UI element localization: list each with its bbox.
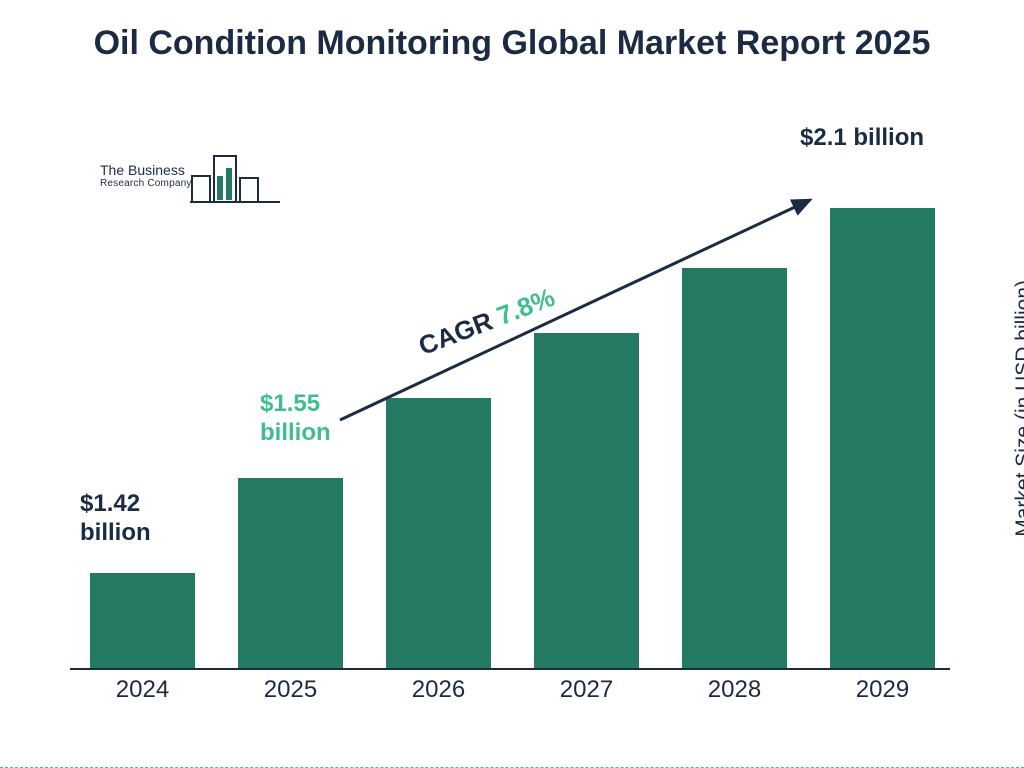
trend-arrow-line — [340, 200, 810, 420]
chart-container: Oil Condition Monitoring Global Market R… — [0, 0, 1024, 768]
trend-arrow-icon — [0, 0, 1024, 768]
y-axis-label: Market Size (in USD billion) — [1012, 280, 1024, 537]
